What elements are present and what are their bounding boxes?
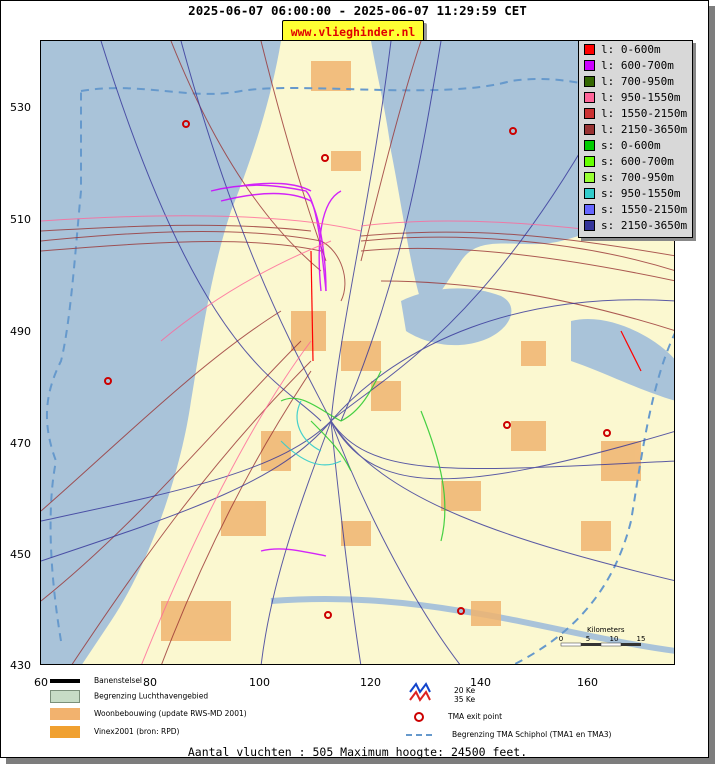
- legend-swatch: [584, 203, 595, 215]
- legend-swatch: [584, 171, 595, 183]
- x-tick-label: 60: [34, 676, 48, 689]
- footer-summary: Aantal vluchten : 505 Maximum hoogte: 24…: [187, 745, 528, 759]
- x-tick-label: 120: [360, 676, 381, 689]
- vinex-swatch: [50, 726, 80, 738]
- x-tick-label: 100: [249, 676, 270, 689]
- legend-item: s: 0-600m: [584, 139, 661, 153]
- legend-item: l: 1550-2150m: [584, 107, 687, 121]
- legend-swatch: [584, 91, 595, 103]
- legend-item: l: 950-1550m: [584, 91, 680, 105]
- x-tick-label: 80: [143, 676, 157, 689]
- legend-item: l: 0-600m: [584, 43, 661, 57]
- airport-boundary-key: Begrenzing Luchthavengebied: [50, 690, 208, 703]
- legend-swatch: [584, 187, 595, 199]
- legend-swatch: [584, 43, 595, 55]
- legend-item: s: 700-950m: [584, 171, 674, 185]
- housing-key: Woonbebouwing (update RWS-MD 2001): [50, 708, 247, 720]
- y-tick-label: 490: [10, 325, 31, 338]
- legend-swatch: [584, 155, 595, 167]
- ke-contour-icon: [409, 682, 431, 702]
- runways-swatch: [50, 679, 80, 683]
- tma-exit-points: [104, 120, 611, 619]
- altitude-legend: l: 0-600m l: 600-700m l: 700-950m l: 950…: [578, 40, 693, 238]
- legend-item: s: 950-1550m: [584, 187, 680, 201]
- y-tick-label: 470: [10, 437, 31, 450]
- ke35-label: 35 Ke: [454, 695, 476, 704]
- legend-swatch: [584, 59, 595, 71]
- inland-water-2: [571, 319, 674, 401]
- tma-boundary-key: Begrenzing TMA Schiphol (TMA1 en TMA3): [406, 730, 611, 739]
- scale-tick: 5: [586, 635, 590, 643]
- tma-boundary-swatch: [406, 734, 432, 736]
- legend-item: l: 2150-3650m: [584, 123, 687, 137]
- y-tick-label: 530: [10, 101, 31, 114]
- departure-mid-tracks: [280, 400, 342, 466]
- ke20-label: 20 Ke: [454, 686, 476, 695]
- scale-bar: Kilometers 0 5 10 15: [559, 626, 646, 647]
- vinex-key: Vinex2001 (bron: RPD): [50, 726, 180, 738]
- x-tick-label: 140: [470, 676, 491, 689]
- legend-item: l: 600-700m: [584, 59, 674, 73]
- scale-tick: 15: [637, 635, 646, 643]
- legend-swatch: [584, 139, 595, 151]
- scale-tick: 0: [559, 635, 563, 643]
- ke-contours-key: [408, 682, 432, 702]
- airport-boundary-swatch: [50, 690, 80, 703]
- scale-label: Kilometers: [587, 626, 625, 634]
- legend-swatch: [584, 219, 595, 231]
- scale-tick: 10: [610, 635, 619, 643]
- map-key: Banenstelsel Begrenzing Luchthavengebied…: [40, 668, 675, 744]
- runways-key: Banenstelsel: [50, 676, 142, 685]
- legend-swatch: [584, 107, 595, 119]
- landing-high-tracks: [41, 41, 674, 664]
- departure-low-tracks: [280, 370, 446, 542]
- y-tick-label: 450: [10, 548, 31, 561]
- tma-exit-key: TMA exit point: [414, 712, 502, 722]
- landing-600-700-tracks: [210, 182, 342, 557]
- legend-item: s: 2150-3650m: [584, 219, 687, 233]
- landing-low-tracks: [310, 250, 642, 372]
- legend-item: s: 600-700m: [584, 155, 674, 169]
- y-tick-label: 510: [10, 213, 31, 226]
- period-title: 2025-06-07 06:00:00 - 2025-06-07 11:29:5…: [188, 3, 527, 18]
- north-sea: [41, 41, 281, 664]
- flight-track-map[interactable]: Kilometers 0 5 10 15: [40, 40, 675, 665]
- legend-swatch: [584, 123, 595, 135]
- legend-item: s: 1550-2150m: [584, 203, 687, 217]
- legend-swatch: [584, 75, 595, 87]
- x-tick-label: 160: [577, 676, 598, 689]
- tma-exit-icon: [414, 712, 424, 722]
- legend-item: l: 700-950m: [584, 75, 674, 89]
- river: [270, 596, 674, 654]
- y-tick-label: 430: [10, 659, 31, 672]
- housing-swatch: [50, 708, 80, 720]
